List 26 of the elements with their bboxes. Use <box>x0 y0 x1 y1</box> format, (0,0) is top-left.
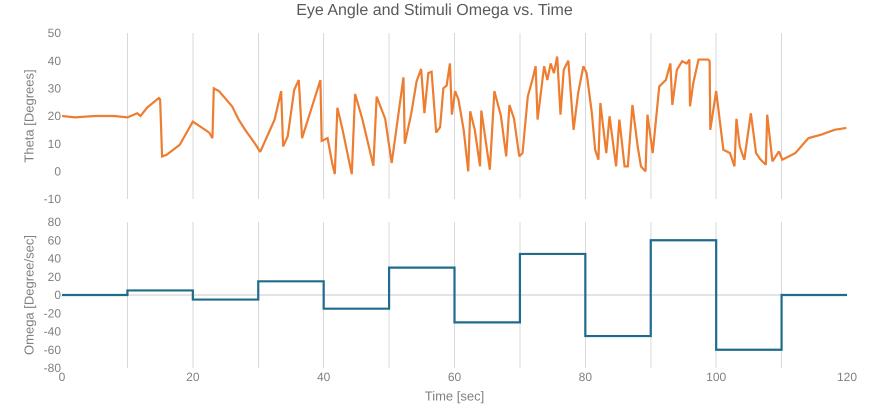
y-tick-label: -40 <box>44 324 62 339</box>
chart-title: Eye Angle and Stimuli Omega vs. Time <box>296 2 573 20</box>
y-tick-label: 0 <box>54 164 62 179</box>
y-tick-label: 80 <box>48 215 62 230</box>
line-series <box>62 55 847 176</box>
y-tick-label: 50 <box>48 26 62 40</box>
y-tick-label: 0 <box>54 288 62 302</box>
y-tick-label: 20 <box>48 270 62 284</box>
y-tick-label: 40 <box>48 54 62 68</box>
x-tick-label: 60 <box>448 370 462 384</box>
y-axis-title: Omega [Degree/sec] <box>22 235 37 355</box>
y-tick-label: 60 <box>48 233 62 248</box>
y-tick-label: -20 <box>44 306 62 320</box>
x-tick-label: 120 <box>836 370 858 384</box>
y-tick-label: -60 <box>44 342 62 357</box>
x-tick-label: 80 <box>578 370 592 384</box>
y-tick-label: -10 <box>44 192 62 206</box>
x-tick-label: 40 <box>316 370 331 384</box>
y-tick-label: 40 <box>48 252 62 266</box>
y-tick-label: 10 <box>48 136 62 151</box>
y-tick-label: 20 <box>48 109 62 124</box>
x-tick-label: 100 <box>706 370 726 384</box>
y-axis-title: Theta [Degrees] <box>22 69 37 163</box>
x-tick-label: 20 <box>186 370 200 384</box>
y-tick-label: 30 <box>48 82 62 96</box>
x-axis-title: Time [sec] <box>424 388 484 404</box>
